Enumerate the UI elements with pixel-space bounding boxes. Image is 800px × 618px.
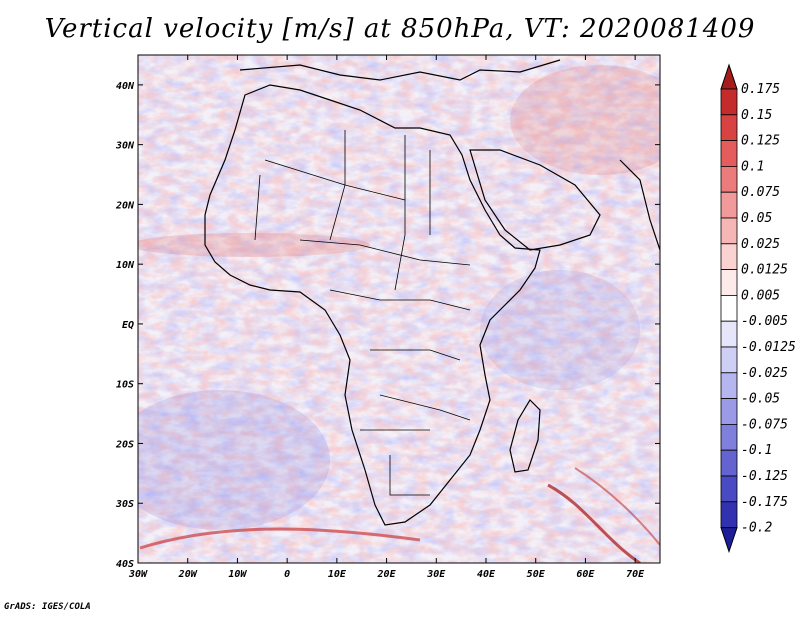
colorbar-label: -0.05 xyxy=(741,392,780,407)
colorbar-box xyxy=(720,449,738,477)
colorbar-label: 0.1 xyxy=(741,159,764,174)
lon-tick-label: 10W xyxy=(228,569,247,580)
lat-tick-label: 10N xyxy=(116,260,135,271)
colorbar-box xyxy=(720,269,738,296)
lat-tick-label: 20S xyxy=(115,439,134,450)
colorbar-box xyxy=(720,475,738,503)
country-borders xyxy=(254,130,471,496)
colorbar-box xyxy=(720,294,738,322)
latitude-axis: 40N 30N 20N 10N EQ 10S 20S 30S 40S xyxy=(115,81,660,570)
lat-tick-label: 10S xyxy=(116,380,134,391)
colorbar-label: -0.125 xyxy=(741,469,788,484)
colorbar-label: -0.075 xyxy=(741,417,788,432)
colorbar-label: -0.175 xyxy=(741,495,788,510)
colorbar-box xyxy=(720,114,738,142)
colorbar-box xyxy=(720,191,738,219)
colorbar-label: 0.0125 xyxy=(741,263,788,278)
lat-tick-label: 30S xyxy=(115,499,134,510)
lat-tick-label: 40N xyxy=(116,81,135,92)
colorbar-box xyxy=(720,165,738,193)
colorbar-box xyxy=(720,217,738,245)
lat-tick-label: EQ xyxy=(122,320,134,331)
longitude-axis: 30W 20W 10W 0 10E 20E 30E 40E 50E 60E 70E xyxy=(128,55,645,580)
velocity-field xyxy=(138,55,660,563)
colorbar-label: 0.005 xyxy=(741,288,780,303)
lat-tick-label: 30N xyxy=(115,141,135,152)
lon-tick-label: 50E xyxy=(527,569,546,580)
colorbar-label: -0.005 xyxy=(741,314,788,329)
lon-tick-label: 70E xyxy=(626,569,645,580)
lon-tick-label: 40E xyxy=(477,569,496,580)
lon-tick-label: 0 xyxy=(284,569,290,580)
colorbar-label: 0.025 xyxy=(741,237,780,252)
lon-tick-label: 20E xyxy=(377,569,397,580)
colorbar-label: -0.2 xyxy=(741,521,772,536)
colorbar-box xyxy=(720,423,738,451)
colorbar-box xyxy=(720,501,738,528)
colorbar-box xyxy=(720,346,738,374)
colorbar-box xyxy=(720,320,738,348)
chart-title: Vertical velocity [m/s] at 850hPa, VT: 2… xyxy=(44,14,756,44)
colorbar-top-arrow xyxy=(720,63,738,90)
lon-tick-label: 30E xyxy=(426,569,446,580)
colorbar-label: -0.025 xyxy=(741,366,788,381)
colorbar-label: 0.175 xyxy=(741,82,780,97)
colorbar-label: -0.1 xyxy=(741,443,772,458)
colorbar-box xyxy=(720,88,738,116)
grads-credit: GrADS: IGES/COLA xyxy=(4,602,91,612)
coastlines xyxy=(204,59,660,526)
colorbar-label: 0.05 xyxy=(741,211,772,226)
lon-tick-label: 20W xyxy=(178,569,198,580)
colorbar-label: -0.0125 xyxy=(741,340,796,355)
lon-tick-label: 10E xyxy=(328,569,347,580)
lat-tick-label: 20N xyxy=(115,200,135,211)
colorbar-label: 0.15 xyxy=(741,108,772,123)
colorbar-box xyxy=(720,243,738,271)
colorbar-box xyxy=(720,140,738,167)
colorbar: 0.175 0.15 0.125 0.1 0.075 0.05 0.025 0.0125 0.0… xyxy=(720,63,796,554)
colorbar-label: 0.075 xyxy=(741,185,780,200)
lat-tick-label: 40S xyxy=(116,559,134,570)
colorbar-box xyxy=(720,372,738,399)
lon-tick-label: 60E xyxy=(576,569,595,580)
colorbar-bottom-arrow xyxy=(720,527,738,554)
colorbar-label: 0.125 xyxy=(741,134,780,149)
colorbar-box xyxy=(720,398,738,425)
lon-tick-label: 30W xyxy=(128,569,148,580)
plot-frame xyxy=(137,54,661,564)
